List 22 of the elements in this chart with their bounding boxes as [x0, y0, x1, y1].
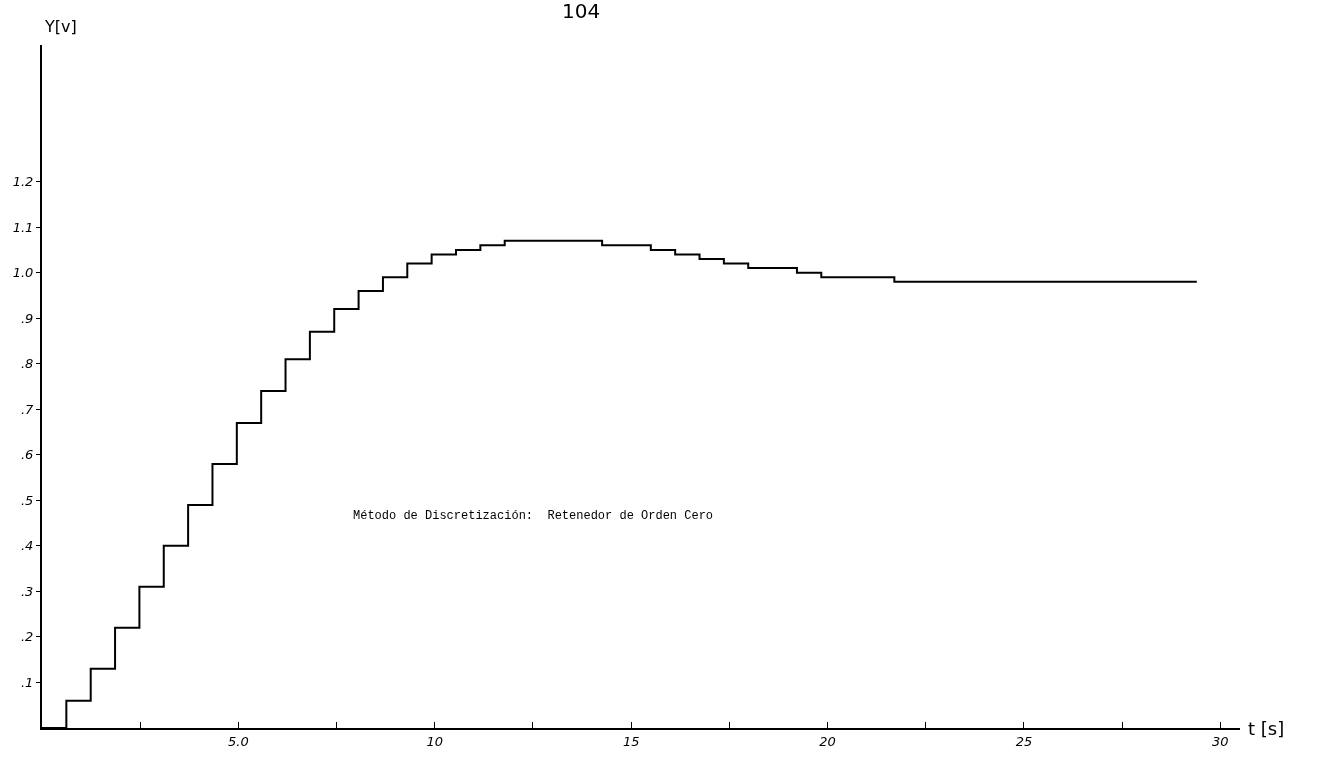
y-tick-label: 1.1 [12, 219, 34, 235]
y-tick-label: .3 [20, 583, 34, 599]
y-tick-label: .5 [20, 492, 34, 508]
y-tick-label: .8 [20, 356, 34, 372]
x-tick-label: 5.0 [228, 733, 249, 749]
x-tick-label: 25 [1015, 733, 1033, 749]
y-tick-label: 1.0 [12, 265, 34, 281]
x-tick-label: 20 [819, 733, 836, 749]
y-tick-label: .4 [20, 538, 34, 554]
y-tick-label: .6 [20, 447, 34, 463]
x-tick-label: 10 [426, 733, 444, 749]
y-tick-label: .2 [20, 629, 34, 645]
x-axis-title: t [s] [1248, 718, 1285, 739]
text: 104 [562, 0, 601, 23]
y-tick-label: .1 [20, 675, 34, 691]
annotation: Método de Discretización: Retenedor de Orden Cero [353, 509, 714, 523]
y-tick-label: 1.2 [12, 174, 34, 190]
y-tick-label: .9 [20, 310, 34, 326]
y-tick-label: .7 [20, 401, 35, 417]
x-tick-label: 30 [1212, 733, 1229, 749]
y-axis-title: Y[v] [44, 17, 77, 36]
x-tick-label: 15 [622, 733, 640, 749]
